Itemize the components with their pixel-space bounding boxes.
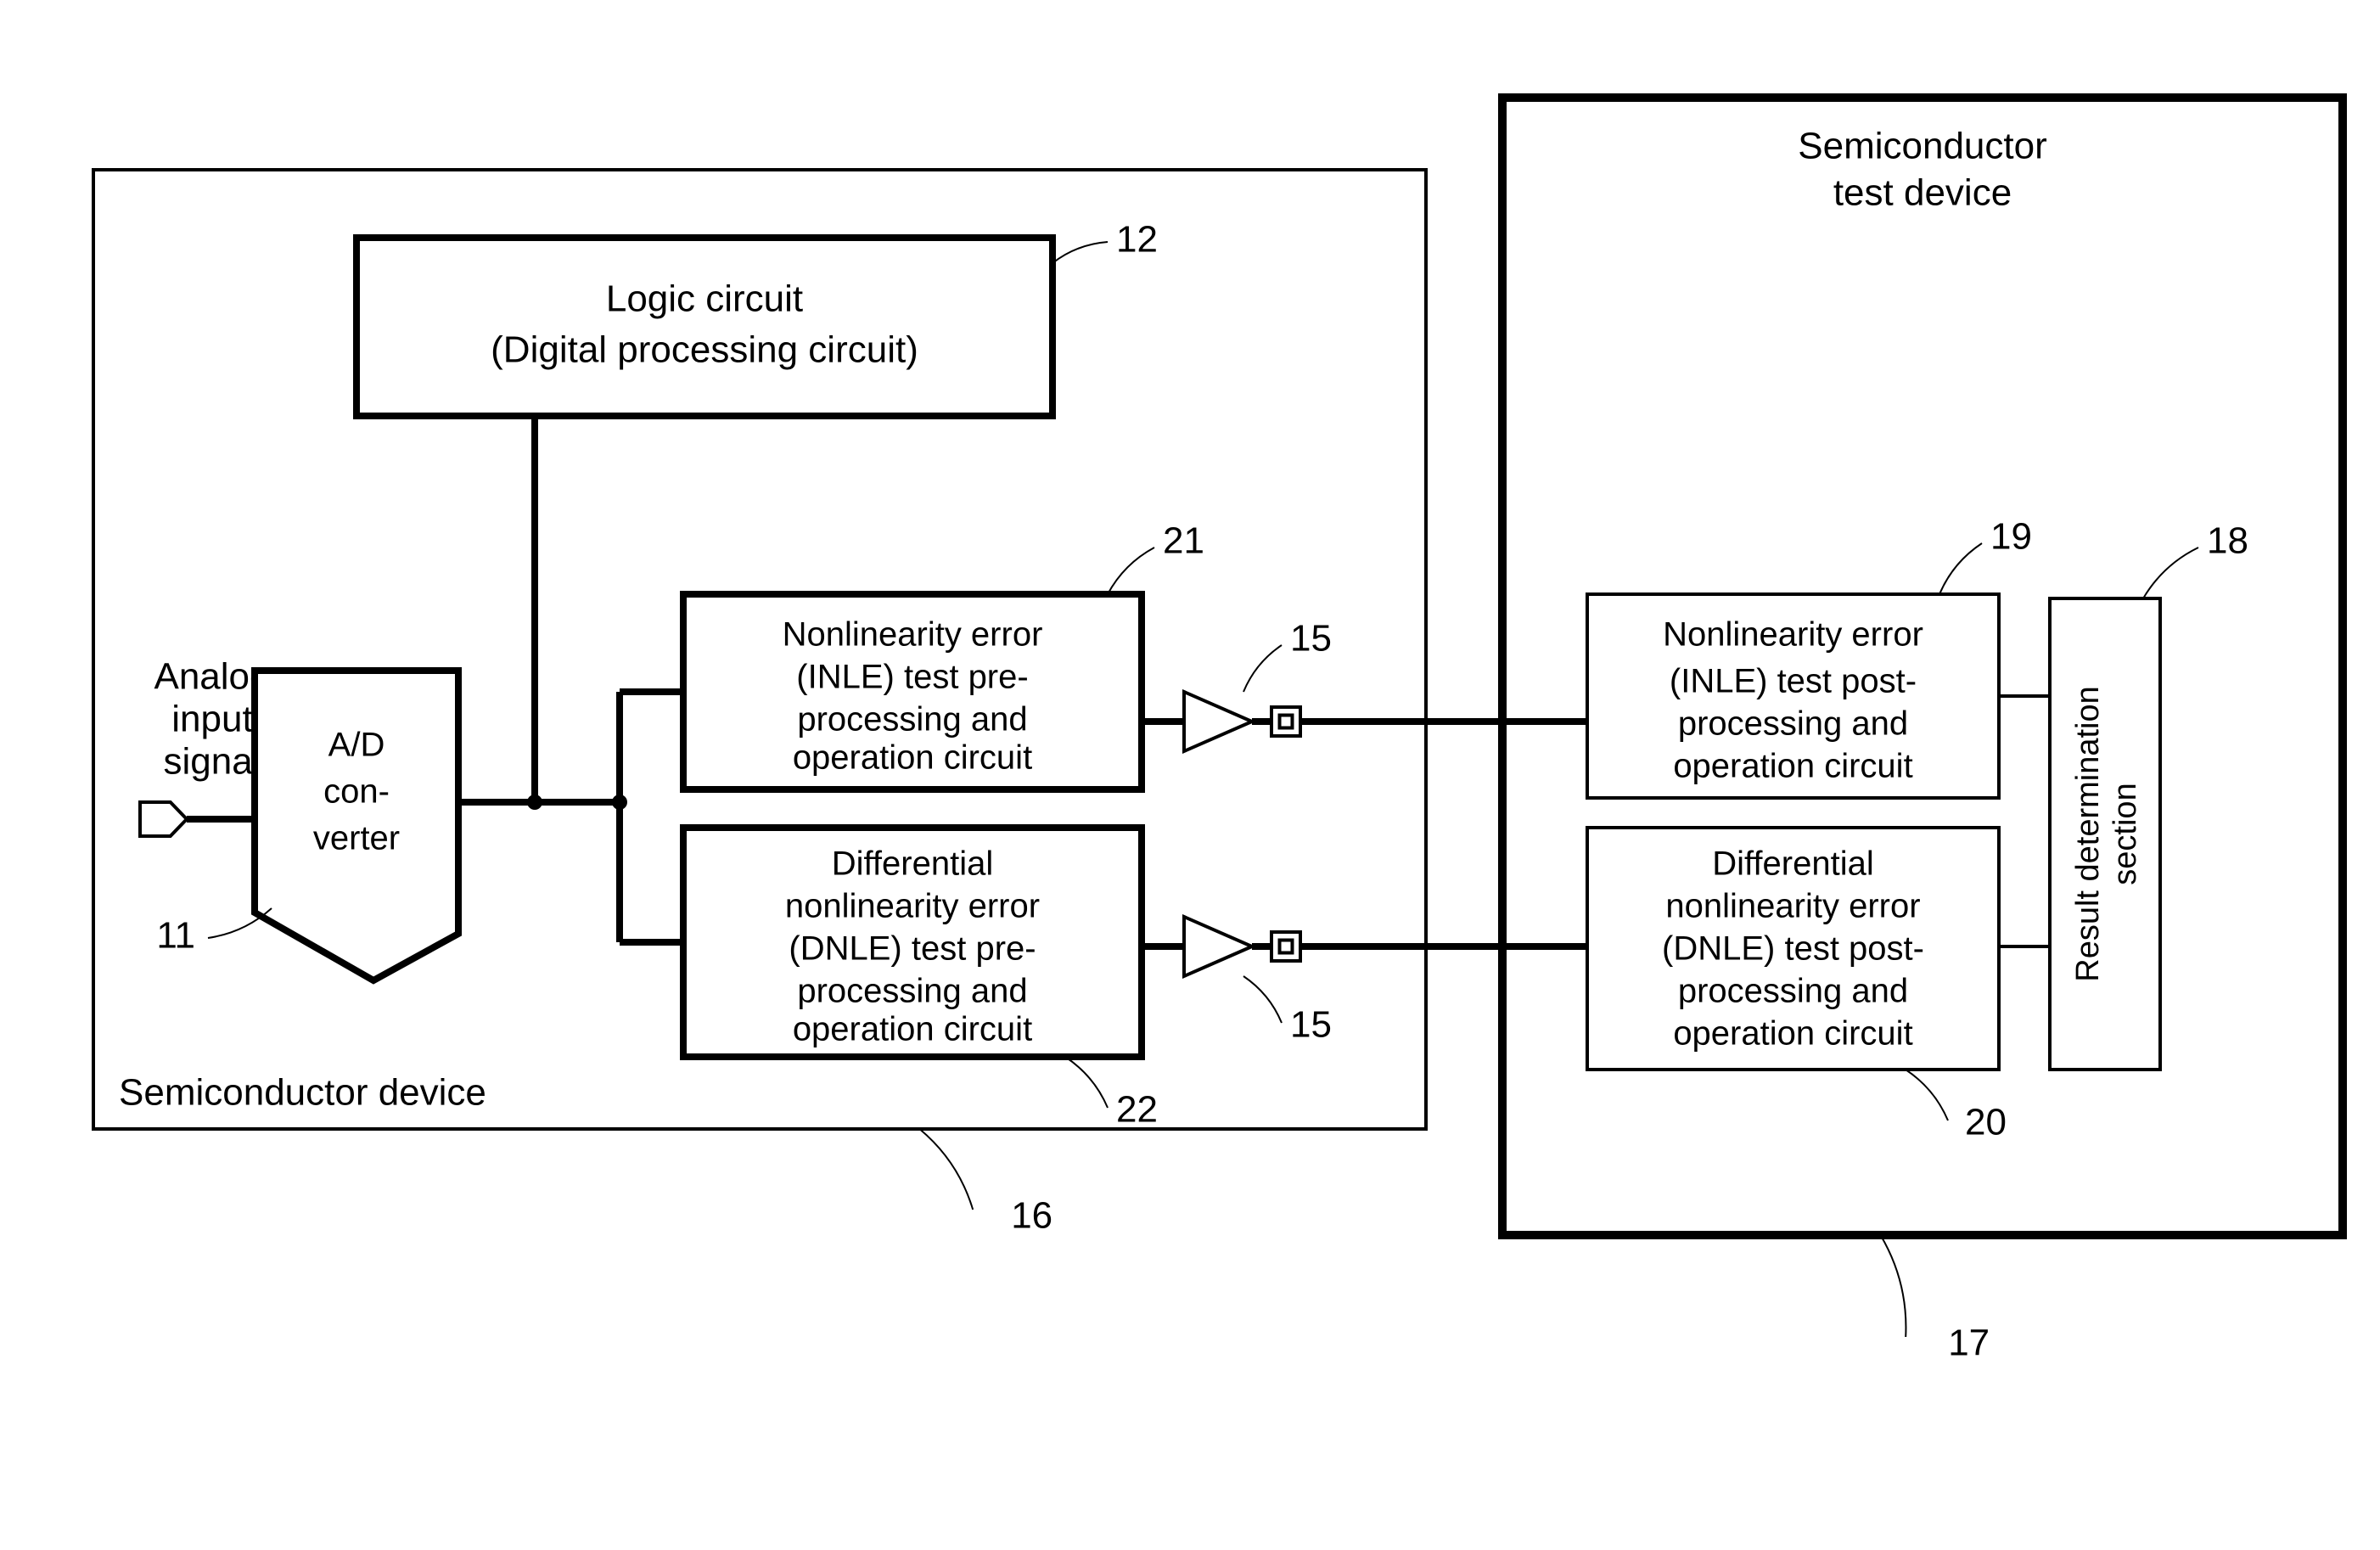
inle-pre-label: Nonlinearity error [783,616,1043,654]
leader-line [919,1129,973,1210]
test-device-label: Semiconductor [1798,126,2046,167]
dnle-post-label: processing and [1678,973,1908,1010]
ref-22: 22 [1116,1089,1158,1131]
logic-circuit-label: (Digital processing circuit) [491,329,918,371]
ref-11: 11 [156,915,195,957]
ref-18: 18 [2207,520,2248,562]
inle-pre-label: processing and [797,701,1027,738]
analog-input-label: signal [164,741,261,783]
result-section-label: section [2108,783,2143,885]
dnle-pre-label: Differential [832,845,993,883]
dnle-pre-label: processing and [797,973,1027,1010]
ref-21: 21 [1163,520,1204,562]
ref-17: 17 [1948,1323,1990,1364]
inle-pre-label: (INLE) test pre- [796,659,1028,696]
test-device-label: test device [1833,172,2012,214]
io-pad-bottom-inner [1280,941,1293,953]
ref-19: 19 [1990,516,2032,558]
ref-20: 20 [1965,1102,2007,1143]
ad-converter-label: verter [313,820,400,857]
logic-circuit-box [356,238,1052,416]
inle-pre-label: operation circuit [793,739,1032,777]
dnle-post-label: Differential [1712,845,1873,883]
dnle-post-label: nonlinearity error [1665,888,1920,925]
inle-post-label: operation circuit [1673,748,1912,785]
ref-15: 15 [1290,1004,1332,1046]
inle-post-label: Nonlinearity error [1663,616,1923,654]
inle-post-label: processing and [1678,705,1908,743]
ad-converter-label: con- [323,773,390,811]
ref-12: 12 [1116,219,1158,261]
semiconductor-device-label: Semiconductor device [119,1072,486,1114]
result-section-label: Result determination [2070,686,2106,982]
ad-converter-label: A/D [328,727,385,764]
dnle-pre-label: operation circuit [793,1011,1032,1048]
ref-16: 16 [1011,1195,1052,1237]
diagram-canvas: Semiconductor device 16 Semiconductor test … [0,0,2380,1550]
io-pad-top-inner [1280,716,1293,728]
dnle-post-label: operation circuit [1673,1015,1912,1053]
dnle-post-label: (DNLE) test post- [1662,930,1924,968]
leader-line [1881,1235,1906,1337]
ref-15: 15 [1290,618,1332,660]
logic-circuit-label: Logic circuit [606,278,803,320]
dnle-pre-label: (DNLE) test pre- [789,930,1036,968]
dnle-pre-label: nonlinearity error [785,888,1040,925]
inle-post-label: (INLE) test post- [1670,663,1917,700]
analog-input-label: input [171,699,252,740]
